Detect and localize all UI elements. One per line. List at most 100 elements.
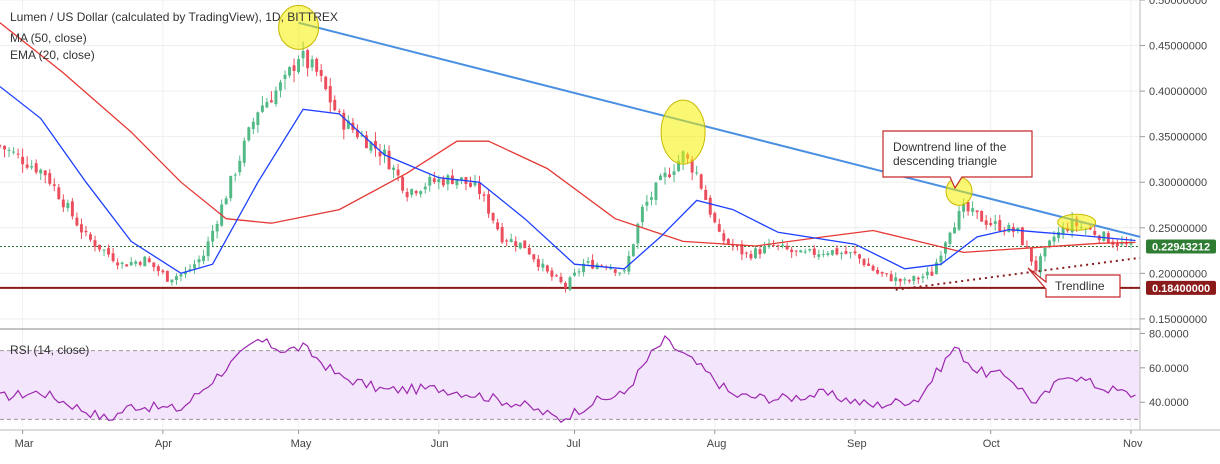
candle-body — [1115, 242, 1119, 246]
downtrend-line[interactable] — [298, 21, 1141, 238]
candle-body — [953, 227, 956, 234]
candle-body — [894, 277, 898, 282]
candle-body — [16, 153, 20, 155]
candle-body — [61, 199, 65, 208]
candle-body — [70, 201, 74, 217]
candle-body — [487, 194, 491, 214]
rsi-tick-label: 40.0000 — [1149, 397, 1189, 409]
candle-body — [1025, 246, 1029, 248]
candle-body — [355, 129, 359, 138]
candle-body — [912, 276, 916, 281]
candle-body — [618, 272, 622, 274]
candle-body — [134, 261, 138, 264]
candle-body — [251, 121, 255, 129]
month-tick-label: Aug — [707, 438, 727, 450]
candle-body — [165, 270, 169, 282]
candle-body — [609, 268, 613, 270]
price-axis: 0.50000000 0.45000000 0.40000000 0.35000000… — [1140, 0, 1207, 326]
candle-body — [102, 249, 106, 251]
candle-body — [898, 278, 902, 282]
candle-body — [111, 253, 115, 262]
rsi-tick-label: 60.0000 — [1149, 363, 1189, 375]
candle-body — [934, 262, 938, 275]
candle-body — [980, 211, 984, 222]
trendline[interactable] — [895, 256, 1141, 291]
candle-body — [867, 263, 871, 266]
candle-body — [582, 263, 586, 273]
candle-body — [573, 272, 576, 276]
candle-body — [1020, 227, 1024, 246]
candle-body — [880, 271, 884, 274]
candle-body — [518, 242, 522, 249]
candle-body — [89, 234, 92, 240]
ema20-line — [0, 86, 1136, 275]
candle-body — [315, 58, 319, 72]
candle-body — [156, 266, 160, 272]
price-tick-label: 0.50000000 — [1149, 0, 1207, 7]
current-price-value: 0.22943212 — [1152, 242, 1210, 254]
candle-body — [441, 179, 445, 186]
candle-body — [1088, 227, 1092, 230]
candle-body — [79, 224, 83, 233]
candle-body — [717, 224, 721, 232]
candle-body — [735, 245, 739, 247]
price-tick-label: 0.25000000 — [1149, 223, 1207, 235]
candle-body — [324, 76, 328, 90]
candle-body — [197, 259, 201, 263]
candle-body — [871, 265, 875, 271]
candle-body — [636, 223, 640, 244]
candle-body — [469, 182, 472, 187]
candle-body — [184, 271, 187, 275]
candle-body — [677, 160, 681, 172]
candle-body — [971, 208, 975, 212]
candle-body — [853, 251, 857, 254]
candle-body — [649, 197, 653, 200]
candle-body — [754, 248, 757, 259]
candle-body — [455, 179, 459, 186]
candle-body — [631, 244, 635, 257]
candle-body — [803, 251, 807, 253]
candle-body — [1048, 240, 1051, 247]
candle-body — [600, 265, 604, 267]
candle-body — [862, 259, 866, 266]
candle-body — [478, 182, 481, 194]
candle-body — [772, 245, 776, 247]
candle-body — [640, 206, 644, 223]
candle-body — [713, 212, 717, 223]
candle-body — [360, 135, 364, 137]
candle-body — [52, 184, 56, 186]
candle-body — [369, 142, 373, 151]
candle-body — [668, 174, 671, 178]
month-tick-label: Jun — [431, 438, 449, 450]
candle-body — [500, 227, 504, 243]
candle-body — [346, 120, 350, 129]
candle-body — [903, 279, 907, 281]
candle-body — [586, 261, 590, 263]
callout-triangle: Downtrend line of the descending triangl… — [882, 130, 1033, 190]
month-tick-label: Mar — [15, 438, 34, 450]
candle-body — [858, 254, 861, 259]
callout-trendline-box — [1027, 267, 1121, 298]
ma-legend: MA (50, close) — [10, 31, 87, 45]
candle-body — [776, 245, 780, 247]
candle-body — [256, 112, 260, 126]
candle-body — [817, 254, 821, 257]
candle-body — [328, 86, 332, 103]
candle-body — [283, 74, 287, 79]
candle-body — [301, 50, 305, 59]
candle-body — [690, 159, 694, 173]
candle-body — [921, 276, 925, 279]
candle-body — [527, 247, 531, 255]
candle-body — [30, 166, 34, 168]
rsi-tick-label: 80.0000 — [1149, 328, 1189, 340]
candle-body — [446, 175, 450, 185]
candle-body — [835, 248, 839, 255]
candle-body — [288, 67, 291, 76]
price-tick-label: 0.40000000 — [1149, 86, 1207, 98]
month-tick-label: Nov — [1123, 438, 1143, 450]
candle-body — [514, 241, 518, 247]
candle-body — [215, 223, 219, 232]
candle-body — [378, 151, 382, 157]
